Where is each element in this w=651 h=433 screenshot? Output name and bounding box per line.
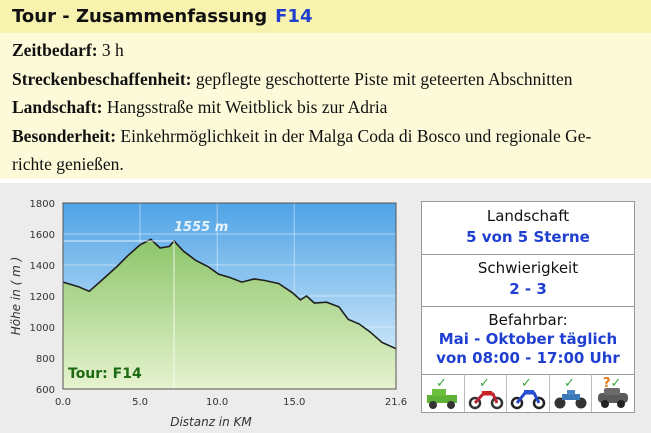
dirt-bike-check: ✓ — [521, 376, 532, 391]
surface-label: Streckenbeschaffenheit: — [12, 68, 192, 89]
access-cell: Befahrbar: Mai - Oktober täglich von 08:… — [422, 306, 634, 375]
special-value-line1: Einkehrmöglichkeit in der Malga Coda di … — [116, 125, 592, 146]
special-label: Besonderheit: — [12, 125, 117, 146]
enduro-motorcycle-icon: ✓ — [468, 376, 503, 410]
time-label: Zeitbedarf: — [12, 40, 98, 60]
x-axis-ticks: 0.0 5.0 10.0 15.0 21.6 — [55, 397, 407, 408]
x-tick-label: 10.0 — [206, 397, 228, 408]
access-title: Befahrbar: — [488, 311, 568, 329]
y-tick-label: 1600 — [30, 230, 55, 241]
x-axis-label: Distanz in KM — [170, 415, 252, 429]
y-axis-ticks: 600 800 1000 1200 1400 1600 1800 — [30, 199, 55, 396]
x-tick-label: 15.0 — [283, 397, 305, 408]
special-value-line2: richte genießen. — [12, 154, 124, 174]
page-title: Tour - Zusammenfassung — [12, 6, 268, 27]
vehicle-car: ?✓ — [592, 374, 634, 412]
jeep-check: ✓ — [436, 376, 447, 391]
vehicle-quad: ✓ — [550, 374, 593, 412]
access-line1: Mai - Oktober täglich — [438, 330, 618, 348]
vehicle-jeep: ✓ — [422, 374, 465, 412]
surface-value: gepflegte geschotterte Piste mit geteert… — [191, 68, 573, 89]
summary-header: Tour - Zusammenfassung F14 — [0, 0, 651, 33]
car-icon: ?✓ — [598, 376, 629, 408]
elevation-line — [62, 238, 397, 350]
quad-icon: ✓ — [554, 376, 587, 409]
difficulty-cell: Schwierigkeit 2 - 3 — [422, 254, 634, 307]
quad-check: ✓ — [564, 376, 575, 391]
surface-row: Streckenbeschaffenheit: gepflegte gescho… — [12, 65, 639, 94]
series-label: Tour: F14 — [68, 366, 142, 382]
peak-label: 1555 m — [174, 220, 228, 235]
vehicle-icons: ✓ ✓ ✓ — [422, 374, 634, 412]
landscape-row: Landschaft: Hangsstraße mit Weitblick bi… — [12, 93, 639, 122]
vehicle-enduro: ✓ — [465, 374, 508, 412]
special-row: Besonderheit: Einkehrmöglichkeit in der … — [12, 122, 639, 179]
y-axis-label: Höhe in ( m ) — [9, 257, 23, 336]
y-tick-label: 800 — [36, 354, 55, 365]
enduro-check: ✓ — [479, 376, 490, 391]
y-tick-label: 1400 — [30, 261, 55, 272]
y-tick-label: 1200 — [30, 292, 55, 303]
landscape-rating-cell: Landschaft 5 von 5 Sterne — [422, 202, 634, 255]
tour-details-panel: 1555 m Tour: F14 600 800 1000 1200 1400 1600 1… — [0, 183, 651, 433]
time-row: Zeitbedarf: 3 h — [12, 36, 639, 65]
tour-summary: Zeitbedarf: 3 h Streckenbeschaffenheit: … — [0, 33, 651, 179]
y-tick-label: 1000 — [30, 323, 55, 334]
dirt-bike-icon: ✓ — [510, 376, 546, 410]
landscape-value: Hangsstraße mit Weitblick bis zur Adria — [102, 97, 388, 117]
landscape-rating-value: 5 von 5 Sterne — [466, 228, 590, 246]
difficulty-value: 2 - 3 — [509, 280, 547, 298]
elevation-area — [63, 239, 396, 389]
landscape-rating-title: Landschaft — [486, 207, 570, 225]
tour-code: F14 — [275, 6, 313, 27]
time-value: 3 h — [97, 40, 124, 60]
difficulty-title: Schwierigkeit — [477, 259, 579, 277]
access-line2: von 08:00 - 17:00 Uhr — [436, 349, 620, 367]
elevation-chart: 1555 m Tour: F14 600 800 1000 1200 1400 1600 1… — [9, 199, 407, 429]
vehicle-dirt-bike: ✓ — [507, 374, 550, 412]
x-tick-label: 0.0 — [55, 397, 71, 408]
chart-frame — [62, 202, 397, 390]
y-tick-label: 600 — [36, 385, 55, 396]
car-check: ?✓ — [603, 376, 621, 391]
tour-info-box: Landschaft 5 von 5 Sterne Schwierigkeit … — [421, 201, 635, 413]
jeep-icon: ✓ — [427, 376, 457, 409]
landscape-label: Landschaft: — [12, 97, 103, 117]
x-tick-label: 5.0 — [132, 397, 148, 408]
x-tick-label: 21.6 — [385, 397, 407, 408]
y-tick-label: 1800 — [30, 199, 55, 210]
